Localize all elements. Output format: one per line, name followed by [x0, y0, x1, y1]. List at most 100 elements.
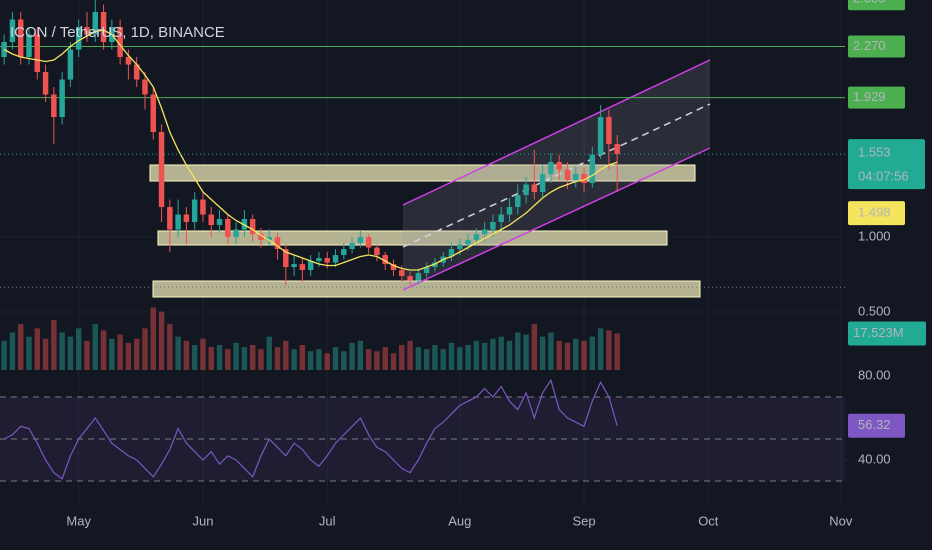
volume-bar: [341, 351, 347, 370]
volume-bar: [51, 320, 57, 370]
candle-body: [142, 79, 148, 95]
volume-bar: [573, 338, 579, 370]
candle-body: [266, 237, 272, 241]
zone: [152, 280, 701, 298]
volume-bar: [266, 336, 272, 370]
candle-body: [506, 207, 513, 215]
volume-bar: [75, 328, 82, 370]
volume-bar: [597, 328, 604, 370]
volume-bar: [415, 347, 422, 370]
volume-bar: [133, 338, 140, 370]
volume-bar: [307, 351, 314, 370]
candle-body: [473, 234, 480, 241]
volume-bar: [548, 332, 554, 370]
ma-label: 1.498: [858, 205, 891, 220]
volume-bar: [465, 345, 471, 370]
x-tick-label: Jul: [319, 513, 336, 528]
candle-body: [92, 12, 99, 35]
candle-body: [423, 267, 430, 274]
candle-body: [564, 169, 571, 181]
level-label: 1.929: [853, 89, 886, 104]
volume-bar: [34, 328, 41, 370]
volume-bar: [117, 334, 123, 370]
volume-bar: [100, 330, 107, 370]
volume-bar: [1, 340, 7, 370]
candle-body: [415, 273, 422, 281]
volume-bar: [158, 311, 165, 370]
candle-body: [17, 19, 24, 58]
candle-body: [283, 249, 289, 268]
candle-body: [332, 255, 339, 263]
volume-bar: [274, 347, 281, 370]
volume-bar: [564, 342, 571, 370]
volume-bar: [167, 324, 173, 370]
candle-body: [183, 214, 190, 223]
volume-bar: [382, 347, 388, 370]
candle-body: [606, 117, 612, 145]
volume-bar: [390, 353, 397, 370]
candle-body: [51, 94, 57, 118]
price-axis: 0.500 1.000 May Jun Jul Aug Sep Oct Nov 2.585 2.27…: [66, 0, 926, 528]
volume-bar: [258, 349, 264, 370]
candle-body: [539, 174, 546, 193]
candle-body: [374, 247, 380, 256]
volume-bar: [26, 336, 32, 370]
volume-bar: [399, 345, 405, 370]
candle-body: [42, 72, 49, 95]
volume-bar: [440, 349, 446, 370]
volume-bar: [208, 347, 214, 370]
volume-bar: [142, 328, 148, 370]
candle-body: [200, 199, 206, 215]
candle-body: [390, 264, 397, 271]
rsi-label: 56.32: [858, 417, 891, 432]
volume-bar: [225, 349, 231, 370]
candle-body: [299, 264, 306, 271]
volume-bar: [357, 340, 364, 370]
volume-bar: [606, 330, 612, 370]
candle-body: [249, 219, 256, 235]
candle-body: [316, 258, 322, 262]
volume-bar: [531, 324, 538, 370]
candle-body: [225, 219, 231, 238]
volume-bar: [175, 336, 181, 370]
volume-bar: [191, 345, 198, 370]
candle-body: [589, 154, 596, 184]
candle-body: [133, 64, 140, 80]
rsi-line: [3, 378, 618, 480]
volume-label: 17.523M: [853, 325, 904, 340]
marks: [0, 0, 845, 480]
candle-body: [84, 27, 90, 35]
zone: [157, 230, 668, 246]
volume-bar: [67, 336, 74, 370]
volume-bar: [183, 340, 190, 370]
volume-bar: [423, 349, 430, 370]
candle-body: [573, 174, 579, 181]
candle-body: [175, 214, 181, 230]
volume-bar: [150, 307, 156, 370]
x-tick-label: Oct: [698, 513, 719, 528]
candle-body: [158, 132, 165, 208]
volume-bar: [515, 332, 521, 370]
candle-body: [498, 214, 504, 223]
candle-body: [357, 237, 364, 244]
volume-bar: [42, 338, 49, 370]
candle-body: [448, 249, 455, 257]
candle-body: [216, 219, 223, 226]
candle-body: [399, 270, 405, 277]
volume-bar: [432, 345, 438, 370]
volume-bar: [581, 340, 587, 370]
volume-bar: [92, 324, 99, 370]
last-price-bg: [848, 139, 925, 190]
x-tick-label: Jun: [192, 513, 213, 528]
candle-body: [233, 229, 239, 238]
volume-bar: [200, 338, 206, 370]
volume-bar: [109, 338, 115, 370]
candle-body: [365, 237, 372, 248]
volume-bar: [506, 340, 513, 370]
candle-body: [531, 184, 538, 193]
candle-body: [125, 57, 132, 65]
level-label-bg: [848, 35, 905, 58]
candle-body: [432, 262, 438, 268]
volume-bar: [332, 347, 339, 370]
volume-bar: [84, 340, 90, 370]
